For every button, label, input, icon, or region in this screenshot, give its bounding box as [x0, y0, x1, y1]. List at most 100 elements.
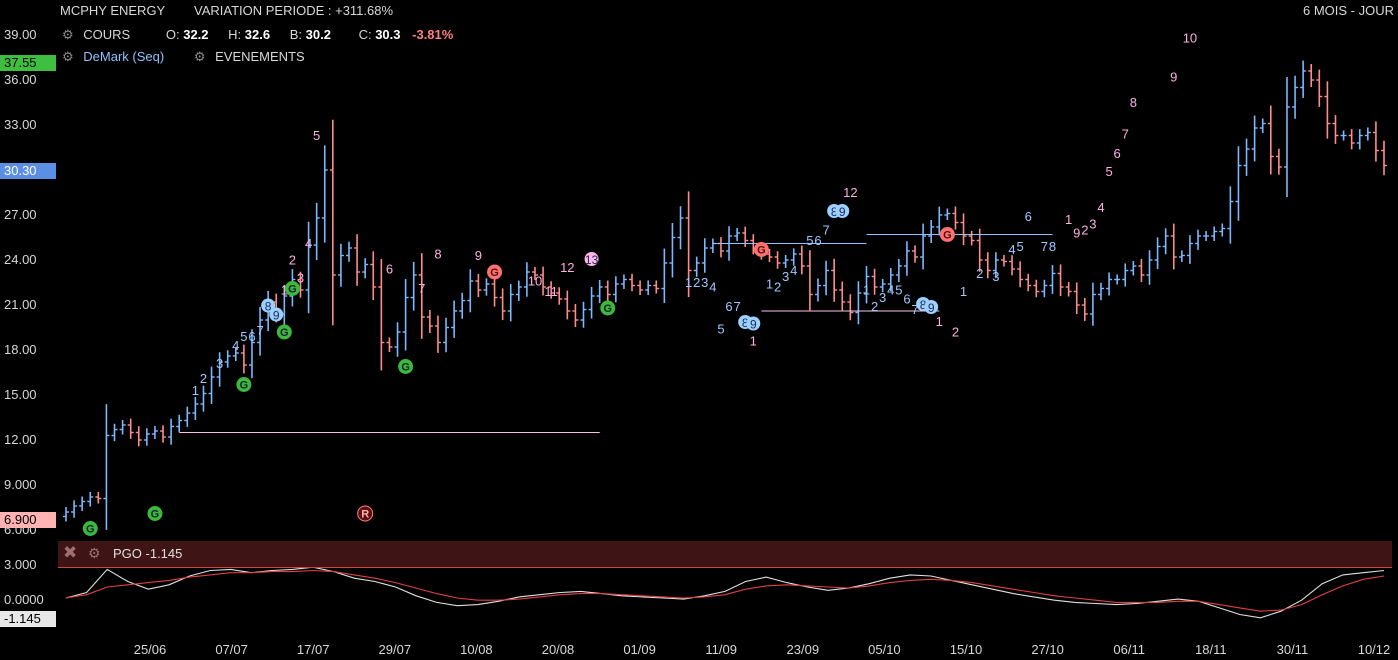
y-tick-label: 39.00 [4, 27, 37, 42]
demark-count: 5 [806, 233, 813, 248]
x-tick-label: 29/07 [379, 642, 412, 657]
y-tick-label: 15.00 [4, 387, 37, 402]
demark-count: 4 [709, 280, 716, 295]
pgo-signal-line [65, 569, 1385, 612]
demark-count: 5 [895, 283, 902, 298]
demark-count: 12 [560, 260, 574, 275]
demark-badge [746, 316, 761, 331]
demark-count: 13 [585, 253, 599, 267]
high-value: 32.6 [244, 27, 271, 42]
x-tick-label: 10/08 [460, 642, 493, 657]
x-tick-label: 05/10 [868, 642, 901, 657]
event-label: G [151, 509, 160, 521]
demark-count: 9 [750, 318, 757, 332]
pgo-settings-icon[interactable]: ⚙ [88, 545, 101, 561]
period-variation: VARIATION PERIODE : +311.68% [194, 3, 394, 18]
high-label: H: [228, 27, 242, 42]
pgo-axis-top: 3.000 [4, 557, 37, 572]
demark-count: 6 [1114, 146, 1121, 161]
y-tick-label: 21.00 [4, 297, 37, 312]
y-tick-label: 9.000 [4, 477, 37, 492]
event-label: G [280, 327, 289, 339]
cours-label[interactable]: COURS [83, 27, 131, 42]
demark-count: 3 [701, 275, 708, 290]
demark-label[interactable]: DeMark (Seq) [83, 49, 165, 64]
demark-count: 1 [863, 283, 870, 298]
demark-badge [584, 252, 599, 266]
demark-count: 8 [1049, 239, 1056, 254]
demark-count: 2 [200, 371, 207, 386]
demark-count: 2 [1081, 223, 1088, 238]
x-tick-label: 27/10 [1031, 642, 1064, 657]
pgo-line [65, 566, 1385, 619]
x-tick-label: 20/08 [542, 642, 575, 657]
event-label: G [603, 303, 612, 315]
pgo-axis-zero: 0.0000 [4, 592, 44, 607]
x-tick-label: 07/07 [215, 642, 248, 657]
x-tick-label: 15/10 [950, 642, 983, 657]
event-label: G [490, 267, 499, 279]
close-value: 30.3 [375, 27, 401, 42]
demark-count: 8 [742, 316, 749, 330]
demark-count: 2 [289, 253, 296, 268]
demark-count: 5 [717, 322, 724, 337]
demark-count: 7 [822, 223, 829, 238]
demark-badge [924, 300, 939, 314]
event-marker [147, 506, 163, 521]
pgo-value-tag: -1.145 [0, 611, 56, 627]
demark-count: 3 [297, 271, 304, 286]
event-label: G [757, 245, 766, 257]
event-marker [600, 300, 616, 316]
y-tick-label: 24.00 [4, 252, 37, 267]
event-label: G [943, 230, 952, 242]
x-tick-label: 01/09 [623, 642, 656, 657]
demark-count: 9 [1170, 70, 1177, 85]
demark-count: 3 [992, 269, 999, 284]
demark-count: 8 [1130, 95, 1137, 110]
event-marker [753, 242, 769, 257]
period-selector[interactable]: 6 MOIS - JOUR [1303, 3, 1395, 18]
demark-count: 7 [418, 281, 425, 296]
demark-count: 3 [1089, 217, 1096, 232]
demark-count: 5 [1017, 239, 1024, 254]
demark-settings-icon[interactable]: ⚙ [62, 49, 74, 64]
event-marker [939, 227, 955, 242]
event-marker [398, 359, 414, 374]
price-tag-low: 6.900 [0, 512, 56, 528]
y-tick-label: 36.00 [4, 72, 37, 87]
event-marker [236, 377, 252, 392]
demark-badge [269, 307, 284, 322]
y-tick-label: 33.00 [4, 117, 37, 132]
y-tick-label: 12.00 [4, 432, 37, 447]
event-label: G [240, 380, 249, 392]
open-value: 32.2 [183, 27, 209, 42]
demark-count: 2 [952, 325, 959, 340]
demark-count: 3 [879, 290, 886, 305]
x-tick-label: 18/11 [1195, 642, 1227, 657]
events-label[interactable]: EVENEMENTS [215, 49, 305, 64]
pgo-close-icon[interactable]: ✖ [63, 543, 78, 562]
demark-count: 4 [1097, 200, 1104, 215]
event-marker [276, 324, 292, 340]
demark-count: 9 [273, 309, 280, 323]
demark-count: 7 [911, 302, 918, 317]
demark-count: 8 [434, 247, 441, 262]
demark-count: 4 [887, 283, 894, 298]
cours-settings-icon[interactable]: ⚙ [62, 27, 74, 42]
events-settings-icon[interactable]: ⚙ [193, 49, 206, 64]
event-label: R [361, 509, 369, 521]
demark-count: 5 [1105, 164, 1112, 179]
event-label: G [401, 362, 410, 374]
x-tick-label: 06/11 [1113, 642, 1145, 657]
demark-count: 6 [1025, 209, 1032, 224]
demark-count: 7 [1041, 239, 1048, 254]
demark-count: 2 [871, 299, 878, 314]
demark-count: 7 [734, 299, 741, 314]
demark-count: 1 [936, 314, 943, 329]
demark-count: 6 [903, 292, 910, 307]
pgo-panel-header [58, 541, 1392, 568]
demark-count: 10 [1183, 31, 1197, 46]
event-marker [357, 505, 374, 522]
demark-count: 8 [265, 300, 272, 314]
